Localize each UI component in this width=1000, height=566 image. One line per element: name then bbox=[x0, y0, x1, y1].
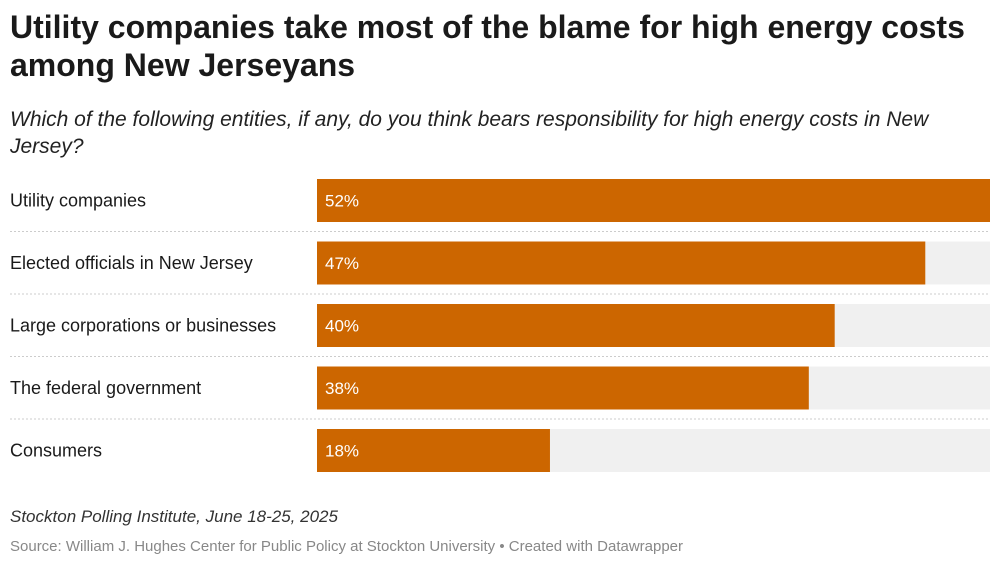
bar bbox=[317, 179, 990, 222]
bar-chart: Utility companies 52% Elected officials in… bbox=[10, 179, 990, 472]
bar-value-label: 38% bbox=[325, 379, 359, 398]
bar bbox=[317, 366, 809, 410]
row-label: Consumers bbox=[10, 441, 102, 461]
bar-value-label: 52% bbox=[325, 192, 359, 211]
chart-title: Utility companies take most of the blame… bbox=[10, 9, 965, 83]
row-label: The federal government bbox=[10, 378, 201, 398]
row-label: Utility companies bbox=[10, 191, 146, 211]
row-label: Elected officials in New Jersey bbox=[10, 253, 253, 273]
bar-value-label: 47% bbox=[325, 254, 359, 273]
bar-value-label: 18% bbox=[325, 442, 359, 461]
chart-notes: Stockton Polling Institute, June 18-25, … bbox=[10, 507, 338, 526]
bar bbox=[317, 241, 926, 285]
chart-subtitle: Which of the following entities, if any,… bbox=[10, 108, 929, 158]
bar bbox=[317, 429, 550, 472]
row-label: Large corporations or businesses bbox=[10, 316, 276, 336]
bar bbox=[317, 304, 835, 347]
chart-source: Source: William J. Hughes Center for Pub… bbox=[10, 538, 684, 555]
bar-value-label: 40% bbox=[325, 317, 359, 336]
